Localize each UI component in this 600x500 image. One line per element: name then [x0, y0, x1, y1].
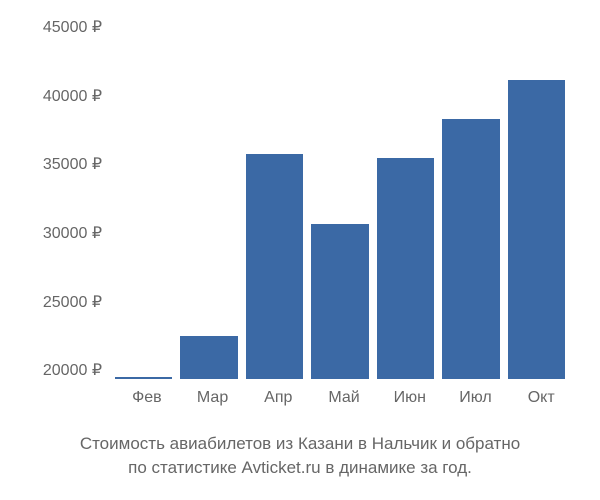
chart-caption: Стоимость авиабилетов из Казани в Нальчи… — [30, 432, 570, 480]
bar — [311, 224, 368, 379]
bar — [377, 158, 434, 379]
x-tick: Июл — [447, 389, 505, 407]
y-tick: 25000 ₽ — [43, 295, 102, 311]
y-tick: 45000 ₽ — [43, 20, 102, 36]
bar — [246, 154, 303, 380]
x-tick: Окт — [512, 389, 570, 407]
x-tick: Мар — [184, 389, 242, 407]
x-tick: Фев — [118, 389, 176, 407]
y-tick: 40000 ₽ — [43, 89, 102, 105]
x-tick: Июн — [381, 389, 439, 407]
bar — [508, 80, 565, 379]
plot-area — [110, 20, 570, 379]
bar — [115, 377, 172, 380]
caption-line: по статистике Avticket.ru в динамике за … — [30, 456, 570, 480]
chart-area: 45000 ₽ 40000 ₽ 35000 ₽ 30000 ₽ 25000 ₽ … — [30, 20, 570, 379]
bar — [442, 119, 499, 379]
caption-line: Стоимость авиабилетов из Казани в Нальчи… — [30, 432, 570, 456]
x-axis: Фев Мар Апр Май Июн Июл Окт — [30, 379, 570, 407]
bar — [180, 336, 237, 379]
y-tick: 20000 ₽ — [43, 363, 102, 379]
x-tick: Май — [315, 389, 373, 407]
y-tick: 30000 ₽ — [43, 226, 102, 242]
x-tick: Апр — [249, 389, 307, 407]
y-axis: 45000 ₽ 40000 ₽ 35000 ₽ 30000 ₽ 25000 ₽ … — [30, 20, 110, 379]
y-tick: 35000 ₽ — [43, 157, 102, 173]
